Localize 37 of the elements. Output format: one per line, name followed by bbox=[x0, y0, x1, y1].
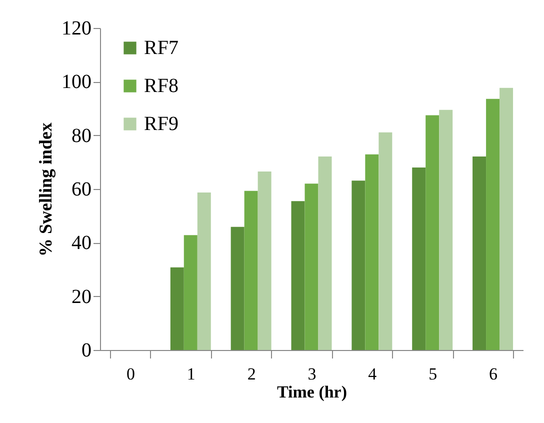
y-tick-label: 0 bbox=[82, 340, 92, 362]
x-tick-label: 5 bbox=[428, 364, 438, 384]
bar bbox=[439, 110, 453, 350]
x-tick-label: 0 bbox=[126, 364, 135, 384]
x-tick-label: 3 bbox=[308, 364, 316, 384]
x-tick-label: 2 bbox=[247, 364, 256, 384]
y-axis-title: % Swelling index bbox=[36, 122, 56, 257]
y-tick-label: 40 bbox=[72, 232, 92, 254]
bar bbox=[426, 115, 440, 350]
y-tick-label: 80 bbox=[72, 124, 92, 147]
bar bbox=[365, 154, 379, 350]
bar bbox=[184, 235, 198, 350]
bar bbox=[318, 156, 332, 350]
bar bbox=[486, 98, 500, 350]
bar bbox=[170, 267, 184, 350]
x-tick-label: 6 bbox=[489, 364, 498, 384]
x-axis-title: Time (hr) bbox=[276, 382, 348, 402]
legend-label: RF9 bbox=[144, 113, 178, 135]
bar bbox=[412, 168, 426, 350]
y-tick-label: 120 bbox=[62, 18, 92, 40]
legend-label: RF8 bbox=[144, 75, 178, 97]
bar bbox=[258, 172, 272, 350]
bar bbox=[304, 184, 318, 350]
legend-label: RF7 bbox=[144, 37, 178, 59]
bar bbox=[291, 201, 305, 350]
y-tick-label: 60 bbox=[72, 178, 92, 200]
bar bbox=[352, 180, 366, 350]
bar bbox=[197, 192, 211, 350]
bar bbox=[244, 190, 258, 350]
x-tick-label: 1 bbox=[186, 364, 196, 384]
bar bbox=[378, 132, 392, 350]
bar bbox=[472, 156, 486, 350]
y-tick-label: 20 bbox=[72, 286, 92, 308]
x-tick-label: 4 bbox=[368, 364, 378, 384]
y-tick-label: 100 bbox=[62, 71, 92, 94]
bar bbox=[500, 88, 514, 350]
bar bbox=[230, 226, 244, 350]
